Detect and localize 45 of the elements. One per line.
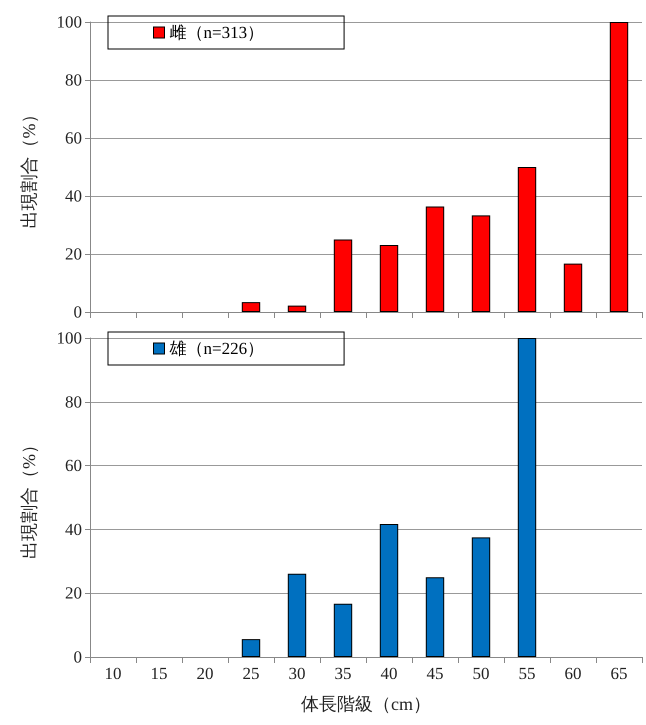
x-tick-label: 35 xyxy=(334,664,352,683)
bar xyxy=(518,338,536,657)
y-tick-label: 20 xyxy=(65,244,82,264)
bar xyxy=(426,206,444,312)
x-tick-label: 25 xyxy=(242,664,260,683)
x-tick-label: 65 xyxy=(610,664,628,683)
bar xyxy=(242,639,260,657)
x-tick-label: 55 xyxy=(518,664,536,683)
bar xyxy=(380,524,398,657)
bar xyxy=(518,167,536,312)
bar xyxy=(288,574,306,657)
x-tick-label: 20 xyxy=(196,664,214,683)
bar xyxy=(334,604,352,657)
legend-label: 雌（n=313） xyxy=(170,23,264,42)
bar xyxy=(426,577,444,657)
y-tick-label: 20 xyxy=(65,584,82,603)
y-tick-label: 100 xyxy=(56,328,82,348)
bar xyxy=(334,240,352,312)
y-tick-label: 60 xyxy=(65,128,82,148)
y-tick-label: 40 xyxy=(65,520,82,539)
bar xyxy=(242,302,260,312)
y-tick-label: 80 xyxy=(65,70,82,90)
y-tick-label: 0 xyxy=(74,648,82,666)
x-tick-label: 45 xyxy=(426,664,444,683)
y-tick-label: 100 xyxy=(56,12,82,32)
x-tick-label: 40 xyxy=(380,664,398,683)
y-tick-label: 80 xyxy=(65,392,82,412)
bar xyxy=(564,264,582,312)
bar xyxy=(610,22,628,312)
x-axis-title: 体長階級（cm） xyxy=(301,694,431,714)
y-tick-label: 40 xyxy=(65,186,82,206)
bar xyxy=(472,215,490,312)
x-tick-label: 60 xyxy=(564,664,582,683)
y-tick-label: 0 xyxy=(74,302,82,322)
x-tick-label: 10 xyxy=(104,664,122,683)
x-tick-label: 50 xyxy=(472,664,490,683)
y-tick-label: 60 xyxy=(65,456,82,476)
y-axis-title: 出現割合（%） xyxy=(19,436,39,559)
bar xyxy=(472,537,490,657)
x-tick-label: 30 xyxy=(288,664,306,683)
x-tick-label: 15 xyxy=(150,664,168,683)
bar xyxy=(288,306,306,312)
legend-label: 雄（n=226） xyxy=(168,339,264,358)
y-axis-title: 出現割合（%） xyxy=(19,106,39,228)
bar xyxy=(380,245,398,312)
